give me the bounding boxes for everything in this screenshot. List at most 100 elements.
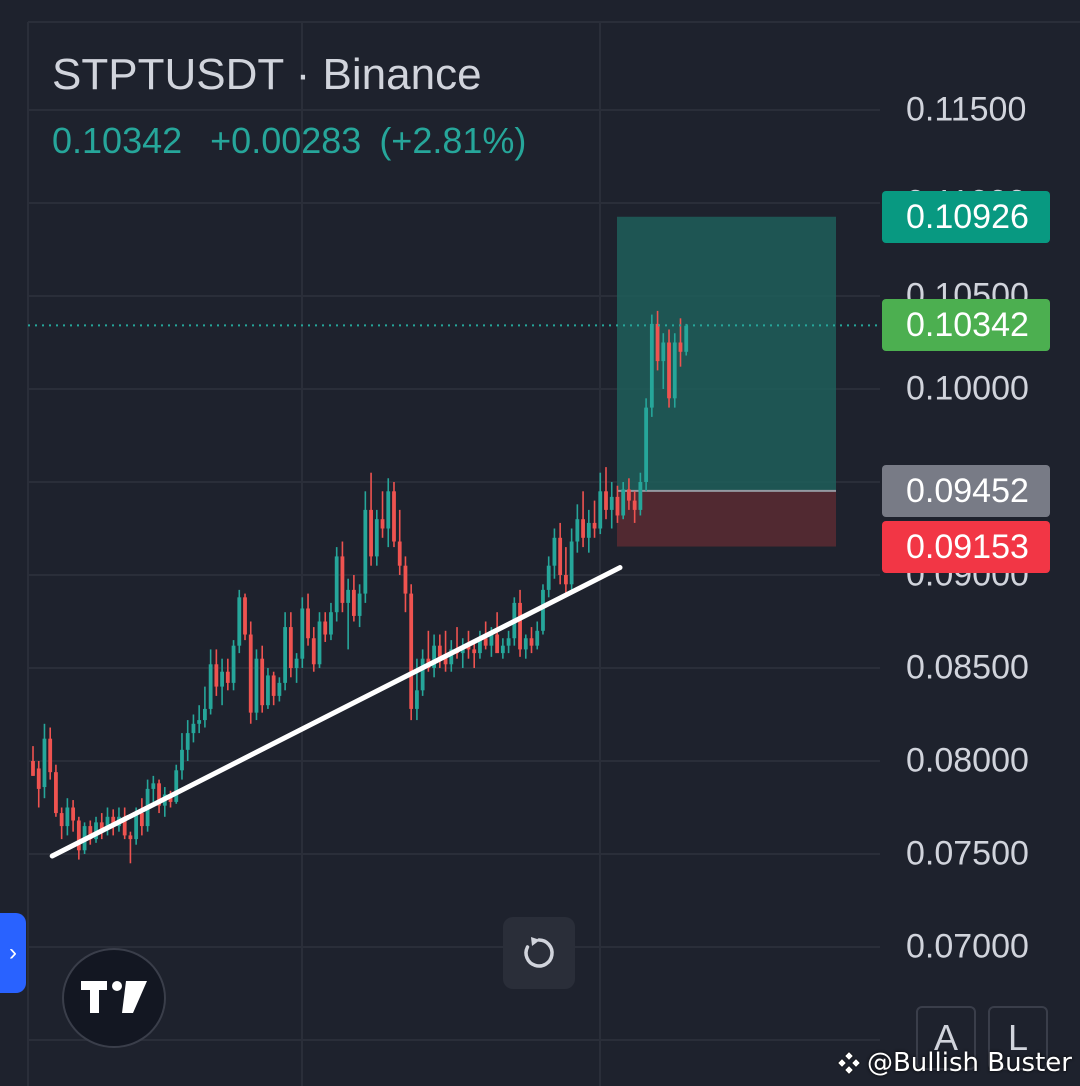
candle-body xyxy=(483,638,488,646)
candle xyxy=(409,584,414,721)
candle-body xyxy=(449,649,454,665)
candle-body xyxy=(415,690,419,709)
candle xyxy=(94,816,98,843)
candle xyxy=(615,485,620,523)
candle-body xyxy=(122,816,127,836)
candle xyxy=(569,528,574,594)
tradingview-logo[interactable] xyxy=(62,948,166,1048)
candle xyxy=(586,509,591,553)
candle-body xyxy=(306,608,310,639)
candle xyxy=(157,779,161,814)
candle xyxy=(180,733,184,780)
candle-body xyxy=(105,816,110,830)
candle-body xyxy=(294,658,299,668)
candle xyxy=(604,467,608,520)
candle xyxy=(99,813,104,840)
log-scale-button[interactable]: L xyxy=(988,1006,1048,1070)
candle xyxy=(266,668,270,709)
position-zone-layer xyxy=(617,216,836,547)
symbol-title[interactable]: STPTUSDT · Binance xyxy=(52,50,482,100)
candle-body xyxy=(65,807,70,827)
candle-body xyxy=(489,634,494,646)
candle xyxy=(478,630,482,659)
candle-body xyxy=(271,675,276,696)
candle-body xyxy=(266,675,270,706)
profit-zone xyxy=(617,216,836,491)
loss-zone xyxy=(617,490,836,547)
reset-chart-button[interactable] xyxy=(503,917,575,989)
candle xyxy=(197,705,202,734)
candle-body xyxy=(529,638,534,646)
candle xyxy=(346,578,351,650)
candle-body xyxy=(661,342,666,362)
candle xyxy=(609,482,614,529)
candle-body xyxy=(478,638,482,654)
candle-body xyxy=(581,519,585,538)
candle xyxy=(581,491,585,548)
candle-body xyxy=(71,807,76,821)
candle-body xyxy=(667,342,671,399)
candle xyxy=(139,798,144,836)
candle-body xyxy=(334,556,339,613)
entry-price-badge: 0.09452 xyxy=(882,464,1050,517)
candle xyxy=(661,333,666,389)
candle-body xyxy=(346,589,351,603)
candle-body xyxy=(569,541,574,585)
candle xyxy=(71,800,76,832)
candle-body xyxy=(94,822,98,840)
candle xyxy=(203,686,207,728)
candle xyxy=(351,575,356,622)
candle xyxy=(288,612,293,678)
expand-panel-tab[interactable]: › xyxy=(0,913,26,993)
candle xyxy=(36,761,41,808)
candle xyxy=(420,649,425,696)
candle-body xyxy=(632,500,637,510)
candle xyxy=(575,504,580,553)
candle-body xyxy=(437,645,442,657)
candle-body xyxy=(558,537,563,575)
candle xyxy=(523,634,528,659)
candle xyxy=(684,323,689,356)
candle-body xyxy=(254,658,259,713)
candle-body xyxy=(586,522,591,538)
candle-body xyxy=(357,593,362,616)
candle-body xyxy=(237,597,242,646)
candle xyxy=(208,649,213,715)
last-price: 0.10342 xyxy=(52,120,183,161)
auto-scale-button[interactable]: A xyxy=(916,1006,976,1070)
candle-body xyxy=(323,621,328,635)
candle-body xyxy=(397,541,402,566)
candle-body xyxy=(317,621,322,665)
candle-body xyxy=(506,638,511,646)
candle xyxy=(88,820,93,845)
candle xyxy=(334,547,339,622)
candle-body xyxy=(134,813,139,840)
candle-body xyxy=(523,638,528,650)
candle-body xyxy=(59,813,64,827)
candle-body xyxy=(231,645,236,683)
candle-body xyxy=(48,738,53,773)
candles-layer xyxy=(31,310,689,864)
candle xyxy=(191,714,196,743)
trendline xyxy=(49,565,623,859)
candle-body xyxy=(672,342,677,399)
candle-body xyxy=(243,597,247,635)
candle-body xyxy=(644,407,649,482)
candle xyxy=(48,727,53,780)
candle-body xyxy=(225,671,230,683)
candle xyxy=(220,658,224,706)
candle-body xyxy=(678,342,683,352)
candle xyxy=(185,720,190,761)
candle xyxy=(563,547,568,594)
candle-body xyxy=(598,491,603,529)
candle-body xyxy=(191,723,196,734)
candle-body xyxy=(111,816,116,827)
candle-body xyxy=(283,627,288,683)
price-axis-tick: 0.08500 xyxy=(906,648,1029,687)
candle xyxy=(76,816,81,860)
candle-body xyxy=(627,489,631,501)
candle xyxy=(151,775,156,802)
candle xyxy=(122,807,127,840)
candle xyxy=(627,478,631,510)
